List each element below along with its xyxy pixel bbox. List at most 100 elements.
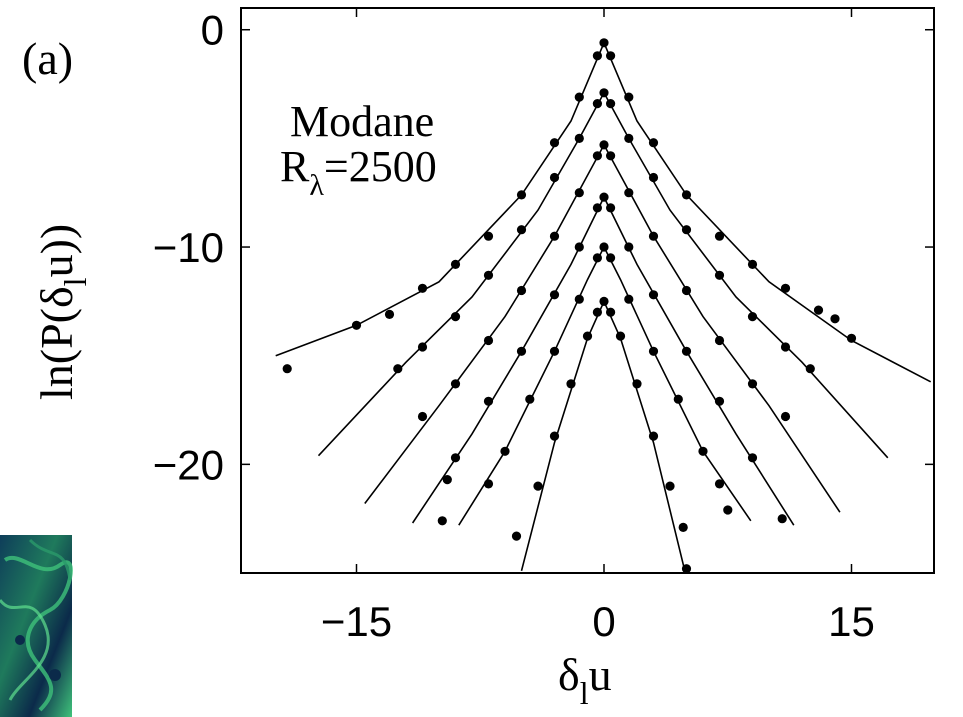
- data-point-series-2: [805, 364, 815, 374]
- data-point-series-4: [592, 203, 603, 213]
- y-label-sub: l: [57, 277, 93, 286]
- data-point-series-1: [351, 320, 362, 330]
- data-point-series-5: [723, 505, 733, 515]
- data-point-series-5: [574, 294, 584, 304]
- annotation-line2: Rλ=2500: [280, 142, 437, 202]
- data-point-series-5: [483, 479, 494, 489]
- y-tick-label: −10: [153, 224, 224, 271]
- x-tick-label: 15: [828, 598, 875, 645]
- data-point-series-6: [592, 307, 603, 317]
- y-tick-label: 0: [201, 7, 224, 54]
- data-point-series-3: [681, 285, 692, 296]
- data-point-series-1: [516, 190, 527, 200]
- data-point-series-5: [549, 346, 560, 356]
- data-point-series-4: [624, 242, 634, 252]
- fit-curve-6: [520, 299, 686, 571]
- data-point-series-5: [606, 253, 616, 263]
- annotation-line1: Modane: [290, 97, 434, 146]
- data-point-series-1: [599, 38, 609, 48]
- data-point-series-5: [437, 516, 447, 526]
- data-point-series-6: [606, 307, 616, 317]
- data-point-series-2: [747, 312, 758, 322]
- data-point-series-1: [747, 259, 758, 269]
- data-point-series-5: [592, 253, 603, 263]
- data-point-series-1: [681, 190, 692, 200]
- panel-label: (a): [22, 33, 73, 84]
- data-point-series-1: [450, 259, 461, 269]
- data-point-series-3: [606, 151, 616, 161]
- data-point-series-1: [606, 51, 616, 61]
- data-point-series-6: [533, 481, 543, 491]
- data-point-series-3: [624, 188, 634, 198]
- x-tick-label: 0: [592, 598, 615, 645]
- data-point-series-6: [678, 522, 688, 533]
- data-point-series-5: [500, 446, 510, 456]
- data-point-series-4: [574, 242, 584, 252]
- annotation-r: R: [280, 142, 310, 191]
- data-point-series-3: [780, 411, 791, 422]
- annotation-value: =2500: [324, 142, 437, 191]
- data-point-series-1: [624, 92, 634, 102]
- data-point-series-3: [648, 231, 659, 241]
- data-point-series-4: [450, 453, 461, 463]
- data-point-series-4: [442, 475, 452, 485]
- data-point-series-1: [846, 333, 857, 343]
- data-point-series-5: [714, 479, 725, 489]
- data-point-series-5: [673, 394, 683, 404]
- data-point-series-3: [574, 188, 584, 198]
- data-point-series-4: [681, 346, 692, 356]
- data-point-series-2: [624, 133, 634, 143]
- data-point-series-2: [516, 225, 527, 235]
- data-point-series-2: [681, 225, 692, 235]
- data-point-series-6: [681, 564, 692, 574]
- data-point-series-4: [747, 453, 758, 463]
- data-point-series-4: [714, 396, 725, 406]
- data-point-series-4: [777, 514, 787, 524]
- data-point-series-2: [714, 270, 725, 280]
- data-point-series-1: [549, 138, 560, 148]
- y-label-main: ln(P(δ: [31, 286, 82, 400]
- data-point-series-1: [813, 305, 824, 315]
- x-axis-label: δlu: [558, 649, 612, 711]
- data-point-series-6: [632, 379, 642, 389]
- data-point-series-3: [483, 335, 494, 346]
- data-point-series-4: [549, 290, 560, 300]
- inset-image: [0, 535, 73, 717]
- data-point-series-6: [599, 296, 609, 306]
- data-point-series-1: [780, 283, 791, 293]
- data-point-series-4: [599, 192, 609, 202]
- data-point-series-4: [516, 346, 527, 356]
- data-point-series-1: [648, 138, 659, 148]
- x-label-sub: l: [580, 675, 589, 711]
- data-point-series-3: [747, 379, 758, 389]
- axis-ticks: [241, 8, 934, 573]
- plot-frame: [240, 7, 935, 574]
- data-point-series-2: [592, 99, 603, 109]
- data-point-series-6: [665, 481, 675, 491]
- data-point-series-5: [624, 294, 634, 304]
- data-point-series-1: [574, 92, 584, 102]
- data-point-series-4: [648, 290, 659, 300]
- data-point-series-2: [549, 172, 560, 183]
- data-point-series-2: [648, 172, 659, 183]
- data-point-series-1: [830, 314, 840, 324]
- y-tick-label: −20: [153, 441, 224, 488]
- data-point-series-2: [780, 342, 791, 352]
- data-point-series-6: [511, 531, 522, 541]
- data-point-series-3: [450, 379, 461, 389]
- data-point-series-3: [417, 411, 428, 422]
- data-point-series-1: [592, 51, 603, 61]
- data-point-series-3: [599, 140, 609, 150]
- data-point-series-6: [648, 431, 659, 441]
- x-label-main: δ: [558, 649, 580, 700]
- y-axis-label: ln(P(δlu)): [31, 224, 93, 400]
- data-point-series-5: [648, 346, 659, 356]
- data-point-series-3: [516, 285, 527, 296]
- data-point-series-3: [714, 335, 725, 346]
- data-point-series-5: [599, 242, 609, 252]
- data-points: [282, 38, 857, 574]
- data-point-series-1: [384, 309, 395, 319]
- data-point-series-2: [606, 99, 616, 109]
- y-label-rest: u)): [31, 224, 82, 278]
